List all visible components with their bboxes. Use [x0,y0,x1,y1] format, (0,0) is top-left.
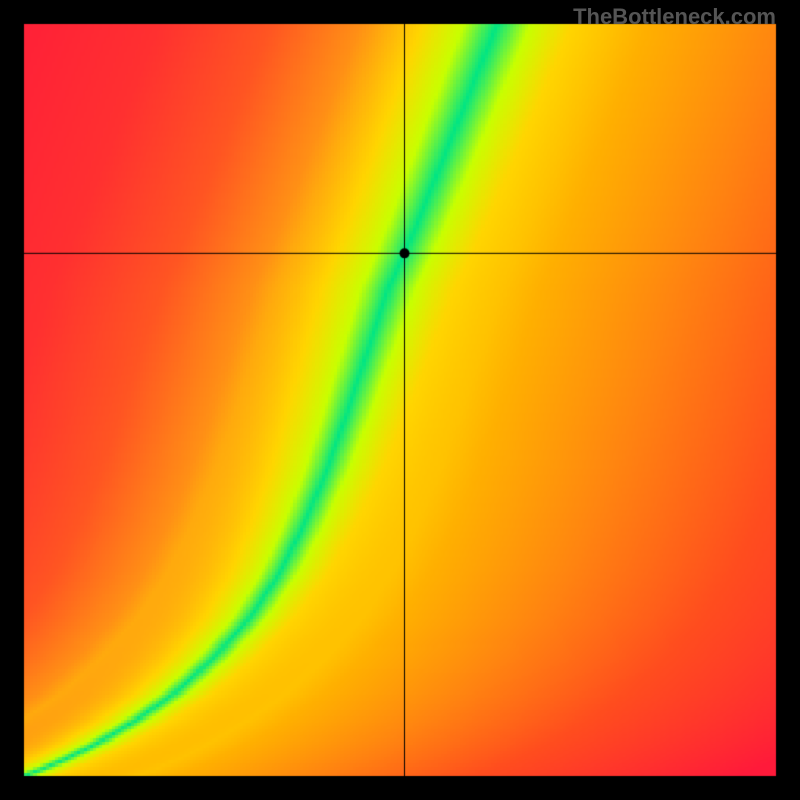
chart-canvas-wrap [0,0,800,800]
bottleneck-heatmap [0,0,800,800]
watermark-text: TheBottleneck.com [573,4,776,30]
